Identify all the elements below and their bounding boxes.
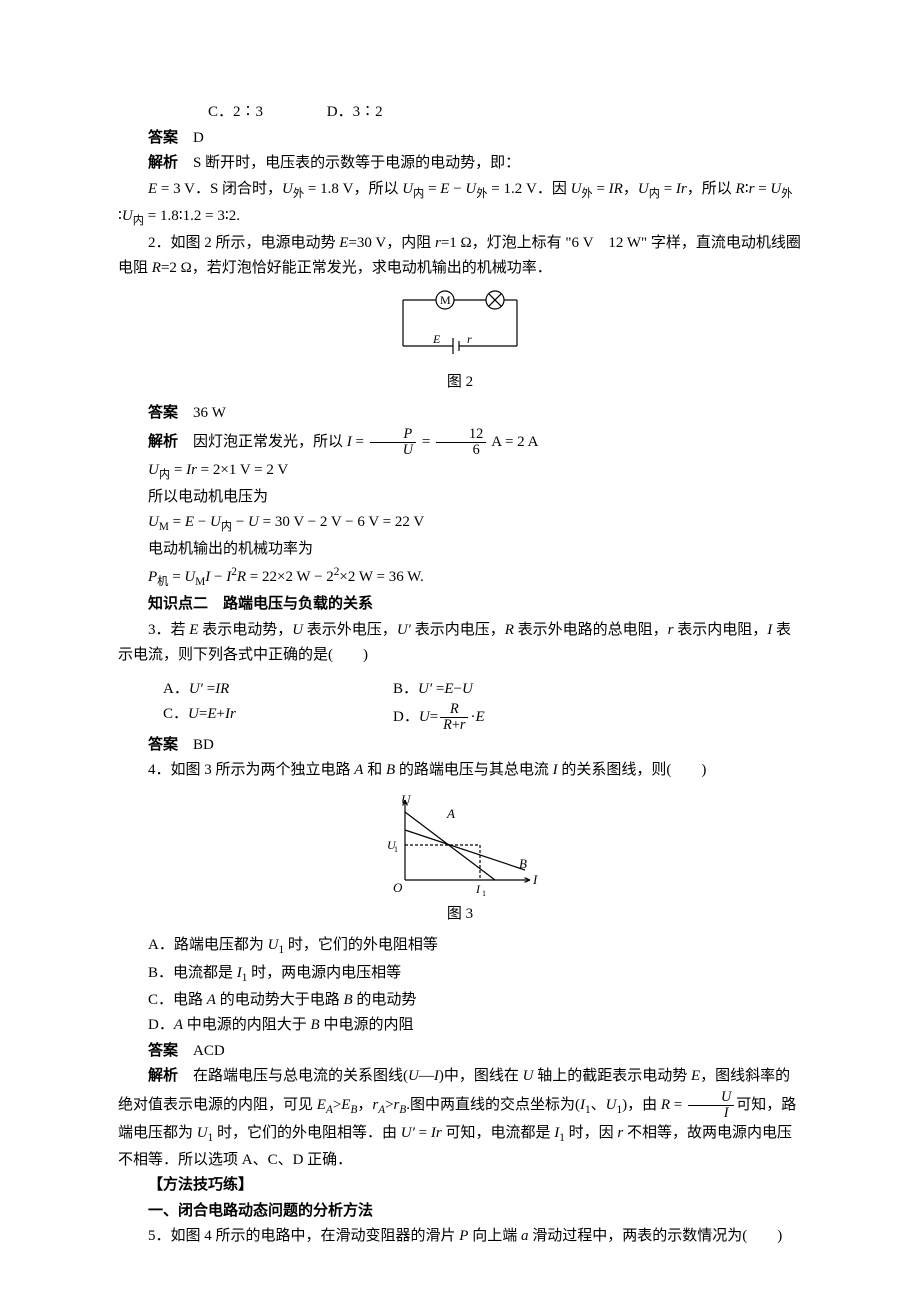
q4-text: 4．如图 3 所示为两个独立电路 A 和 B 的路端电压与其总电流 I 的关系图… bbox=[118, 758, 802, 784]
q4-answer: 答案 ACD bbox=[118, 1039, 802, 1065]
figure-3: UIOABU1I1 bbox=[118, 790, 802, 900]
section-1-title: 一、闭合电路动态问题的分析方法 bbox=[118, 1199, 802, 1225]
q3-option-d: D．U=RR+r·E bbox=[393, 702, 485, 733]
q1-explanation-line1: 解析 S 断开时，电压表的示数等于电源的电动势，即： bbox=[118, 151, 802, 177]
q3-options-row2: C．U=E+Ir D．U=RR+r·E bbox=[163, 702, 802, 733]
svg-text:I: I bbox=[532, 872, 538, 887]
svg-text:I: I bbox=[475, 882, 481, 896]
q3-option-a: A．U′ =IR bbox=[163, 677, 393, 703]
q2-explanation-line4: UM = E − U内 − U = 30 V − 2 V − 6 V = 22 … bbox=[118, 510, 802, 537]
svg-text:1: 1 bbox=[394, 845, 398, 854]
q3-option-c: C．U=E+Ir bbox=[163, 702, 393, 733]
q1-answer: 答案 D bbox=[118, 126, 802, 152]
q2-explanation-line6: P机 = UMI − I2R = 22×2 W − 22×2 W = 36 W. bbox=[118, 563, 802, 592]
svg-text:1: 1 bbox=[482, 889, 486, 898]
q3-options-row1: A．U′ =IR B．U′ =E−U bbox=[163, 677, 802, 703]
q4-option-c: C．电路 A 的电动势大于电路 B 的电动势 bbox=[118, 988, 802, 1014]
q3-option-b: B．U′ =E−U bbox=[393, 677, 473, 703]
q3-text: 3．若 E 表示电动势，U 表示外电压，U′ 表示内电压，R 表示外电路的总电阻… bbox=[118, 618, 802, 669]
q2-explanation-line5: 电动机输出的机械功率为 bbox=[118, 537, 802, 563]
q4-option-b: B．电流都是 I1 时，两电源内电压相等 bbox=[118, 961, 802, 988]
q1-option-c: C．2∶3 D．3∶2 bbox=[118, 100, 802, 126]
svg-text:A: A bbox=[446, 806, 455, 821]
q2-explanation-line2: U内 = Ir = 2×1 V = 2 V bbox=[118, 458, 802, 485]
svg-text:O: O bbox=[393, 880, 403, 895]
svg-text:r: r bbox=[467, 332, 472, 346]
q4-option-d: D．A 中电源的内阻大于 B 中电源的内阻 bbox=[118, 1013, 802, 1039]
figure-2: M Er bbox=[118, 288, 802, 368]
method-title: 【方法技巧练】 bbox=[118, 1173, 802, 1199]
q2-explanation-line3: 所以电动机电压为 bbox=[118, 485, 802, 511]
q2-text: 2．如图 2 所示，电源电动势 E=30 V，内阻 r=1 Ω，灯泡上标有 "6… bbox=[118, 231, 802, 282]
figure-2-caption: 图 2 bbox=[118, 370, 802, 396]
q3-answer: 答案 BD bbox=[118, 733, 802, 759]
q4-option-a: A．路端电压都为 U1 时，它们的外电阻相等 bbox=[118, 933, 802, 960]
figure-3-caption: 图 3 bbox=[118, 902, 802, 928]
svg-text:B: B bbox=[519, 856, 527, 871]
svg-text:U: U bbox=[401, 792, 412, 807]
q2-answer: 答案 36 W bbox=[118, 401, 802, 427]
q2-explanation-line1: 解析 因灯泡正常发光，所以 I = PU = 126 A = 2 A bbox=[118, 427, 802, 458]
q1-explanation-line2: E = 3 V．S 闭合时，U外 = 1.8 V，所以 U内 = E − U外 … bbox=[118, 177, 802, 231]
q4-explanation: 解析 在路端电压与总电流的关系图线(U—I)中，图线在 U 轴上的截距表示电动势… bbox=[118, 1064, 802, 1173]
svg-text:E: E bbox=[432, 332, 441, 346]
q5-text: 5．如图 4 所示的电路中，在滑动变阻器的滑片 P 向上端 a 滑动过程中，两表… bbox=[118, 1224, 802, 1250]
knowledge-point-2-title: 知识点二 路端电压与负载的关系 bbox=[118, 592, 802, 618]
svg-text:M: M bbox=[440, 293, 451, 307]
